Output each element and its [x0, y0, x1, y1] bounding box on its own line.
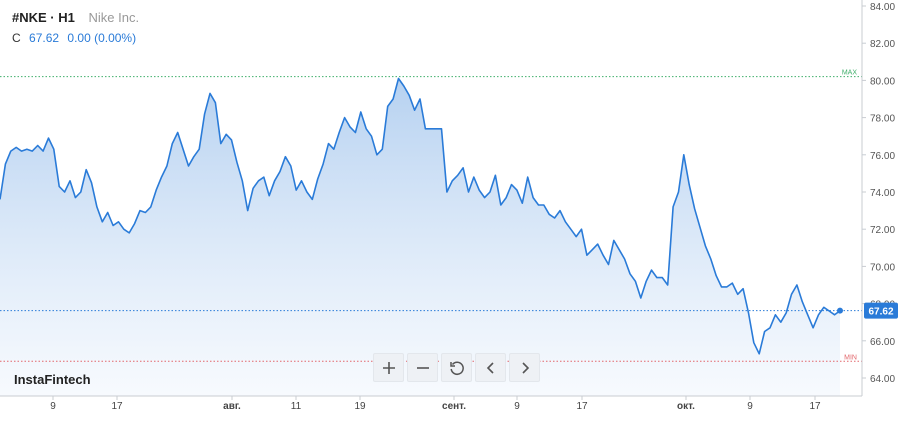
- y-tick-label: 78.00: [870, 114, 895, 125]
- chevron-left-icon: [486, 361, 494, 374]
- chevron-right-icon: [521, 361, 529, 374]
- quote-line: C 67.62 0.00 (0.00%): [12, 31, 136, 45]
- y-tick-label: 82.00: [870, 39, 895, 50]
- y-tick-label: 64.00: [870, 374, 895, 385]
- y-tick-label: 66.00: [870, 337, 895, 348]
- x-tick-label: 11: [291, 401, 302, 412]
- min-label: MIN: [844, 354, 857, 361]
- x-tick-label: 17: [576, 401, 588, 412]
- zoom-out-button[interactable]: [407, 353, 438, 382]
- x-tick-label: 17: [809, 401, 821, 412]
- x-tick-label: 9: [747, 401, 753, 412]
- zoom-in-button[interactable]: [373, 353, 404, 382]
- close-label: C: [12, 31, 21, 45]
- last-price-label: 67.62: [868, 307, 893, 318]
- x-tick-label: 17: [111, 401, 123, 412]
- x-tick-label: 19: [354, 401, 366, 412]
- last-price-tag: [864, 302, 898, 319]
- x-tick-label: авг.: [223, 401, 241, 412]
- y-tick-label: 74.00: [870, 188, 895, 199]
- plus-icon: [382, 361, 395, 374]
- chart-header: #NKE · H1 Nike Inc.: [12, 10, 139, 25]
- symbol-label: #NKE · H1: [12, 10, 75, 25]
- chart-toolbar: [373, 353, 540, 382]
- reset-icon: [449, 361, 464, 375]
- y-tick-label: 80.00: [870, 76, 895, 87]
- price-area-fill: [0, 78, 840, 396]
- brand-logo: InstaFintech: [14, 372, 91, 387]
- change-value: 0.00 (0.00%): [67, 31, 137, 45]
- y-tick-label: 70.00: [870, 262, 895, 273]
- instrument-name: Nike Inc.: [88, 10, 140, 25]
- close-value: 67.62: [29, 31, 60, 45]
- last-point: [837, 307, 843, 314]
- x-tick-label: 9: [514, 401, 520, 412]
- y-tick-label: 84.00: [870, 2, 895, 13]
- minus-icon: [416, 366, 429, 369]
- x-tick-label: сент.: [442, 401, 466, 412]
- time-axis: 9 17 авг. 11 19 сент. 9 17 окт. 9 17: [50, 396, 821, 412]
- x-tick-label: окт.: [677, 401, 695, 412]
- scroll-right-button[interactable]: [509, 353, 540, 382]
- x-tick-label: 9: [50, 401, 56, 412]
- scroll-left-button[interactable]: [475, 353, 506, 382]
- max-label: MAX: [842, 70, 858, 77]
- y-tick-label: 76.00: [870, 151, 895, 162]
- y-tick-label: 72.00: [870, 225, 895, 236]
- price-line: [0, 77, 841, 355]
- reset-button[interactable]: [441, 353, 472, 382]
- price-axis: 84.00 82.00 80.00 78.00 76.00 74.00 72.00 70.00…: [862, 2, 895, 385]
